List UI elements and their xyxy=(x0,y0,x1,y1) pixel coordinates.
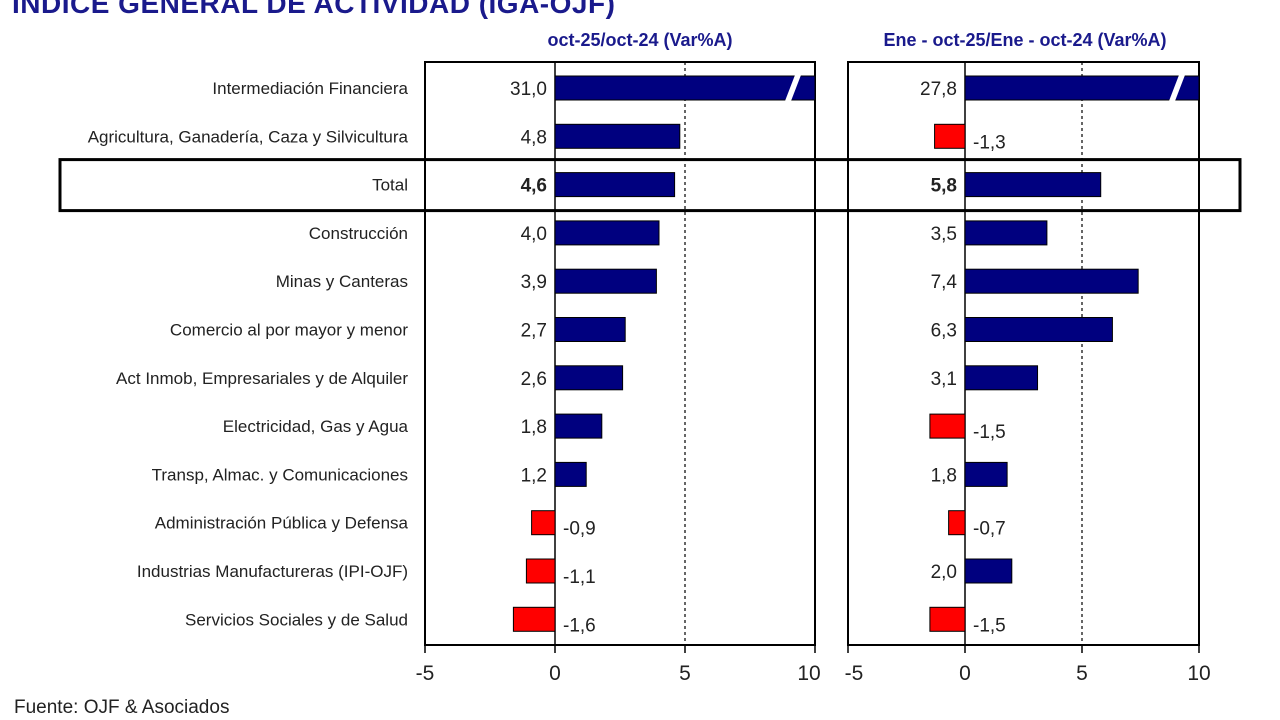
bar xyxy=(964,461,1008,487)
x-tick-label: 0 xyxy=(959,662,971,685)
data-label: 3,5 xyxy=(931,224,957,245)
data-label: -1,5 xyxy=(973,422,1006,443)
data-label: 3,9 xyxy=(521,272,547,293)
x-tick-label: 0 xyxy=(549,662,561,685)
bar xyxy=(554,317,626,342)
data-label: 4,0 xyxy=(521,224,547,245)
bar xyxy=(929,606,966,632)
data-label: -1,3 xyxy=(973,132,1006,153)
data-label: 2,6 xyxy=(521,369,547,390)
bar xyxy=(531,510,556,536)
data-label: -1,1 xyxy=(563,567,596,588)
bar xyxy=(929,413,966,439)
category-label: Industrias Manufactureras (IPI-OJF) xyxy=(137,562,408,581)
category-label: Agricultura, Ganadería, Caza y Silvicult… xyxy=(88,127,409,146)
bar xyxy=(964,268,1139,294)
bar xyxy=(964,558,1013,584)
x-tick-label: 10 xyxy=(1187,662,1210,685)
bar xyxy=(554,268,657,294)
data-label: -1,5 xyxy=(973,615,1006,636)
data-label: 4,6 xyxy=(521,176,547,197)
bar xyxy=(934,123,966,149)
chart-title: ÍNDICE GENERAL DE ACTIVIDAD (IGA-OJF) xyxy=(12,0,616,19)
x-tick-label: -5 xyxy=(845,662,864,685)
bar xyxy=(525,558,556,584)
bar xyxy=(964,172,1102,198)
right-panel-title: Ene - oct-25/Ene - oct-24 (Var%A) xyxy=(883,30,1167,50)
data-label: 3,1 xyxy=(931,369,957,390)
data-label: -0,7 xyxy=(973,519,1006,540)
bar xyxy=(948,510,966,536)
x-tick-label: 10 xyxy=(797,662,820,685)
data-label: 31,0 xyxy=(510,79,547,100)
category-label: Intermediación Financiera xyxy=(212,79,408,98)
plot-frame-0 xyxy=(424,61,816,646)
bar xyxy=(964,365,1039,391)
data-label: 6,3 xyxy=(931,321,957,342)
category-label: Construcción xyxy=(309,224,408,243)
bar xyxy=(554,75,816,101)
bar xyxy=(964,317,1113,342)
data-label: 1,8 xyxy=(931,465,957,486)
data-label: 1,8 xyxy=(521,417,547,438)
total-highlight-box xyxy=(58,158,1242,213)
category-label: Total xyxy=(372,176,408,195)
bar xyxy=(554,365,624,391)
bar xyxy=(554,461,587,487)
bar xyxy=(964,220,1048,246)
x-tick-label: 5 xyxy=(679,662,691,685)
axis-break-marker xyxy=(1169,75,1185,101)
source-note: Fuente: OJF & Asociados xyxy=(14,697,230,718)
x-tick-label: 5 xyxy=(1076,662,1088,685)
x-tick-label: -5 xyxy=(416,662,435,685)
data-label: 7,4 xyxy=(931,272,958,293)
bar xyxy=(554,172,676,198)
category-label: Minas y Canteras xyxy=(276,272,408,291)
bar xyxy=(964,75,1200,101)
data-label: 1,2 xyxy=(521,465,547,486)
bar xyxy=(512,606,556,632)
data-label: -0,9 xyxy=(563,519,596,540)
bar xyxy=(554,220,660,246)
data-label: 2,7 xyxy=(521,321,547,342)
plot-frame-1 xyxy=(847,61,1200,646)
left-panel-title: oct-25/oct-24 (Var%A) xyxy=(547,30,733,50)
data-label: 27,8 xyxy=(920,79,957,100)
category-label: Servicios Sociales y de Salud xyxy=(185,610,408,629)
bar xyxy=(554,413,603,439)
category-label: Administración Pública y Defensa xyxy=(155,514,409,533)
data-label: 5,8 xyxy=(931,176,957,197)
axis-break-marker xyxy=(785,75,801,101)
category-label: Act Inmob, Empresariales y de Alquiler xyxy=(116,369,408,388)
data-label: 4,8 xyxy=(521,127,547,148)
category-label: Comercio al por mayor y menor xyxy=(170,321,408,340)
data-label: -1,6 xyxy=(563,615,596,636)
data-label: 2,0 xyxy=(931,562,957,583)
category-label: Transp, Almac. y Comunicaciones xyxy=(152,465,408,484)
category-label: Electricidad, Gas y Agua xyxy=(223,417,409,436)
bar xyxy=(554,123,681,149)
